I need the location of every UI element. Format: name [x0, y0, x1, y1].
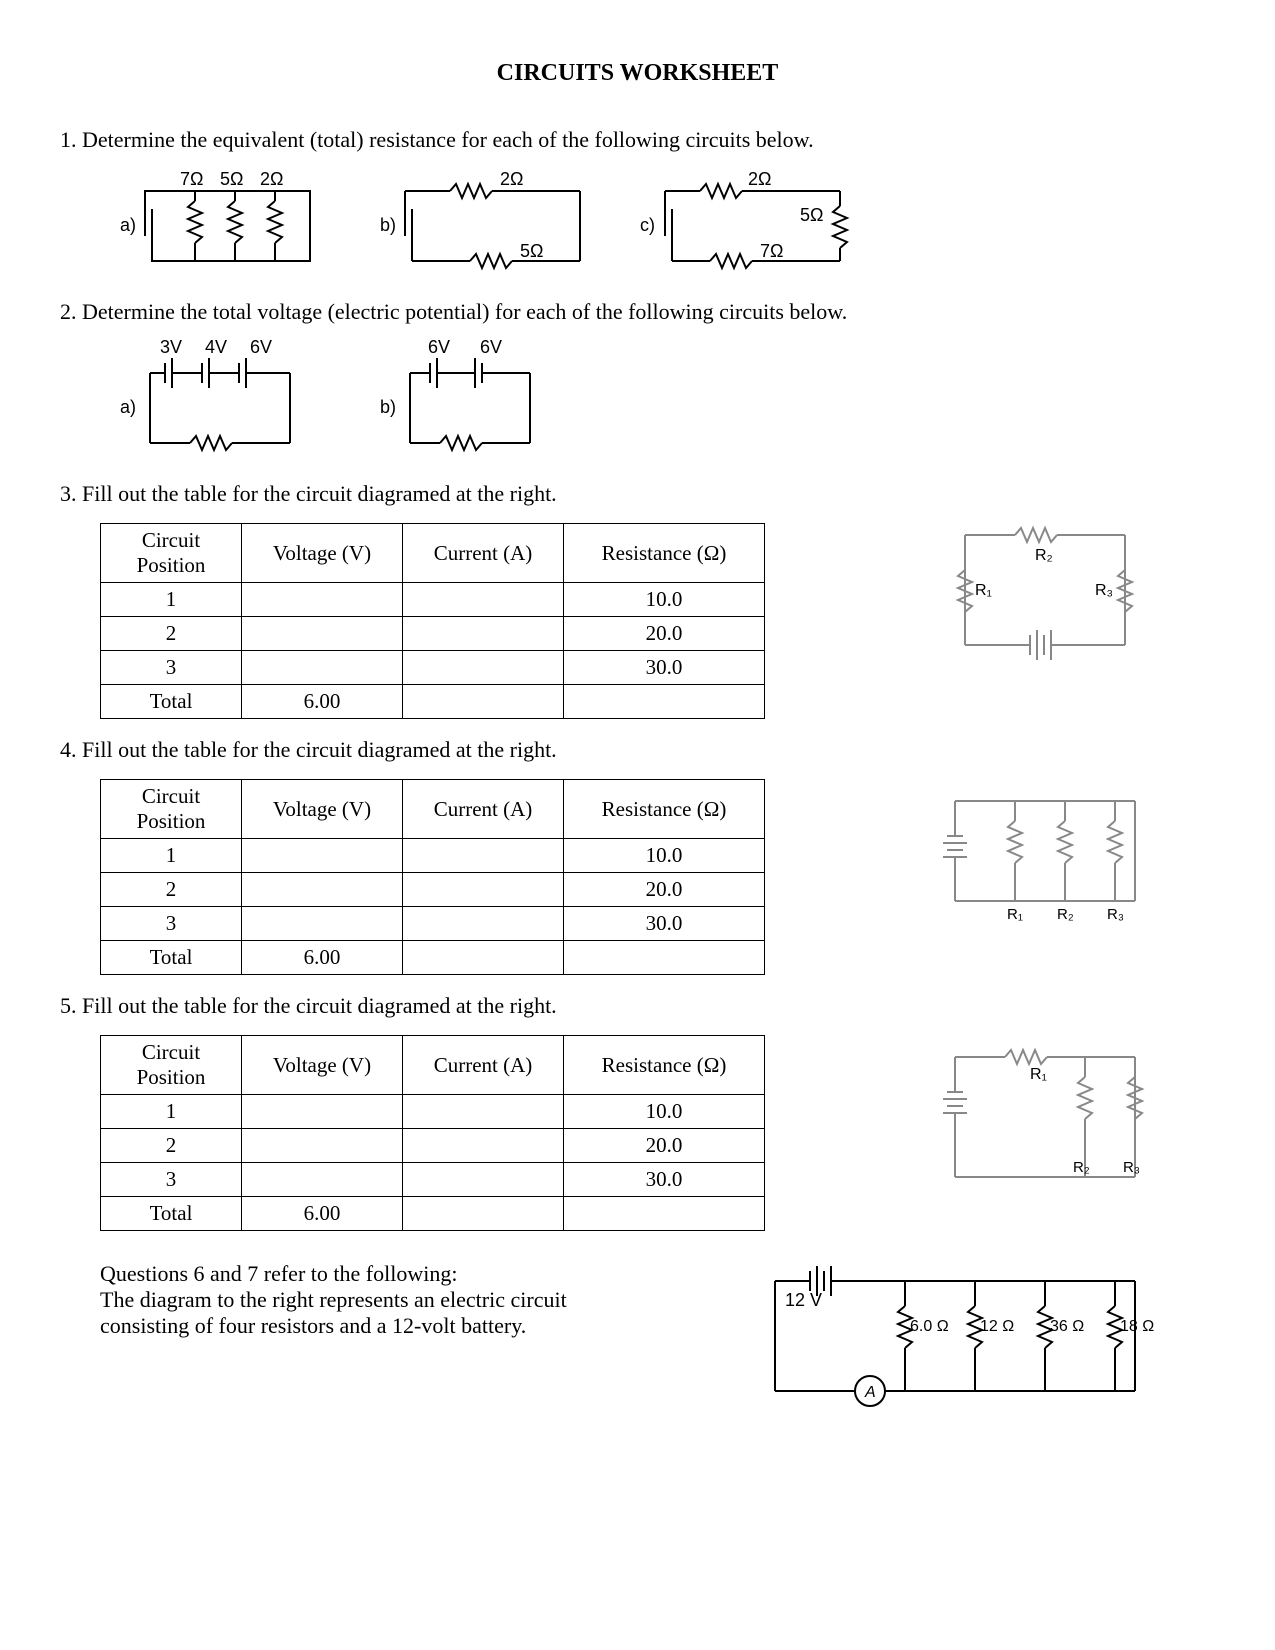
svg-text:6V: 6V — [428, 337, 450, 357]
svg-text:6.0 Ω: 6.0 Ω — [910, 1318, 949, 1335]
svg-text:5Ω: 5Ω — [800, 205, 823, 225]
svg-text:R₂: R₂ — [1073, 1159, 1090, 1176]
svg-text:R₁: R₁ — [1007, 906, 1023, 923]
svg-text:2Ω: 2Ω — [748, 169, 771, 189]
svg-text:2Ω: 2Ω — [260, 169, 283, 189]
svg-text:R₃: R₃ — [1095, 582, 1113, 599]
svg-text:5Ω: 5Ω — [220, 169, 243, 189]
svg-text:R₂: R₂ — [1035, 547, 1053, 564]
svg-text:12 Ω: 12 Ω — [980, 1318, 1014, 1335]
q1-text: 1. Determine the equivalent (total) resi… — [60, 127, 1215, 153]
q67-intro: Questions 6 and 7 refer to the following… — [100, 1261, 620, 1339]
svg-text:a): a) — [120, 397, 136, 417]
q5-table: Circuit Position Voltage (V) Current (A)… — [100, 1035, 765, 1231]
svg-text:R₁: R₁ — [1030, 1066, 1047, 1083]
svg-text:6V: 6V — [480, 337, 502, 357]
svg-text:b): b) — [380, 397, 396, 417]
q3-circuit: R₁ R₂ R₃ — [935, 515, 1155, 685]
q4-circuit: R₁ R₂ R₃ — [935, 771, 1155, 941]
svg-text:c): c) — [640, 215, 655, 235]
q5-circuit: R₁ R₂ R₃ — [935, 1027, 1155, 1207]
q1-diagram: a) — [120, 161, 940, 281]
svg-text:2Ω: 2Ω — [500, 169, 523, 189]
q5-text: 5. Fill out the table for the circuit di… — [60, 993, 1215, 1019]
svg-text:b): b) — [380, 215, 396, 235]
svg-text:4V: 4V — [205, 337, 227, 357]
q2-text: 2. Determine the total voltage (electric… — [60, 299, 1215, 325]
svg-text:R₁: R₁ — [975, 582, 992, 599]
q2-diagram: a) 3V 4V 6V b) — [120, 333, 720, 463]
svg-text:7Ω: 7Ω — [760, 241, 783, 261]
q67-circuit: 12 V 6.0 Ω 12 Ω 36 Ω 18 Ω A — [755, 1261, 1155, 1421]
page-title: CIRCUITS WORKSHEET — [60, 60, 1215, 87]
svg-text:18 Ω: 18 Ω — [1120, 1318, 1154, 1335]
q3-table: Circuit Position Voltage (V) Current (A)… — [100, 523, 765, 719]
svg-text:12 V: 12 V — [785, 1290, 822, 1310]
q4-table: Circuit Position Voltage (V) Current (A)… — [100, 779, 765, 975]
svg-text:R₃: R₃ — [1107, 906, 1124, 923]
svg-text:5Ω: 5Ω — [520, 241, 543, 261]
svg-text:R₃: R₃ — [1123, 1159, 1140, 1176]
q3-text: 3. Fill out the table for the circuit di… — [60, 481, 1215, 507]
svg-text:36 Ω: 36 Ω — [1050, 1318, 1084, 1335]
svg-text:3V: 3V — [160, 337, 182, 357]
svg-text:7Ω: 7Ω — [180, 169, 203, 189]
svg-text:6V: 6V — [250, 337, 272, 357]
svg-text:a): a) — [120, 215, 136, 235]
q4-text: 4. Fill out the table for the circuit di… — [60, 737, 1215, 763]
svg-text:A: A — [864, 1384, 876, 1401]
svg-text:R₂: R₂ — [1057, 906, 1074, 923]
